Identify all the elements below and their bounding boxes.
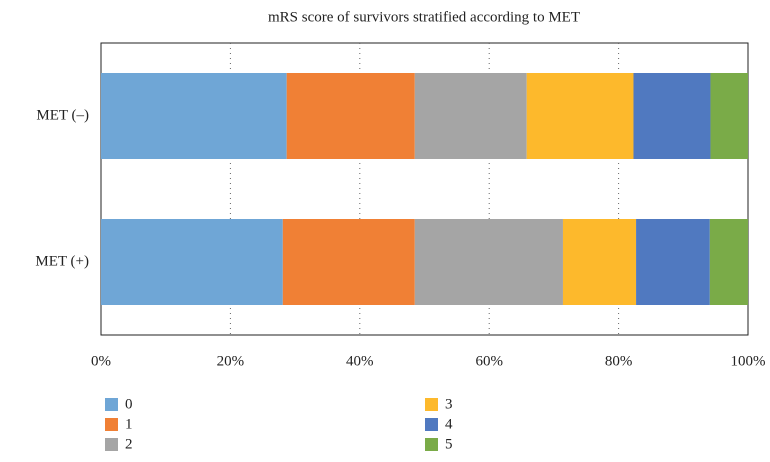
x-tick-label: 100% — [731, 353, 766, 369]
x-tick-label: 0% — [91, 353, 111, 369]
legend-label: 0 — [125, 396, 133, 412]
legend-label: 5 — [445, 436, 453, 452]
y-tick-label: MET (–) — [36, 107, 89, 123]
chart-title: mRS score of survivors stratified accord… — [268, 9, 580, 25]
plot-frame — [100, 42, 749, 336]
legend-label: 2 — [125, 436, 133, 452]
x-tick-label: 80% — [605, 353, 633, 369]
bar-segment — [633, 73, 711, 159]
y-tick-label: MET (+) — [35, 253, 89, 269]
bar-segment — [286, 73, 415, 159]
x-tick-label: 60% — [475, 353, 503, 369]
bar-segment — [101, 73, 287, 159]
bar-segment — [636, 219, 710, 305]
legend-label: 1 — [125, 416, 133, 432]
legend-swatch — [105, 418, 118, 431]
bar-segment — [414, 73, 527, 159]
bar-segment — [101, 219, 283, 305]
x-tick-label: 20% — [217, 353, 245, 369]
legend-swatch — [105, 398, 118, 411]
bar-segment — [710, 73, 748, 159]
x-tick-label: 40% — [346, 353, 374, 369]
bar-segment — [526, 73, 634, 159]
legend-swatch — [425, 438, 438, 451]
legend-swatch — [105, 438, 118, 451]
bar-segment — [562, 219, 637, 305]
bar-segment — [282, 219, 415, 305]
legend-label: 3 — [445, 396, 453, 412]
bar-segment — [414, 219, 563, 305]
bar-segment — [709, 219, 748, 305]
legend-swatch — [425, 398, 438, 411]
legend-label: 4 — [445, 416, 453, 432]
legend-swatch — [425, 418, 438, 431]
